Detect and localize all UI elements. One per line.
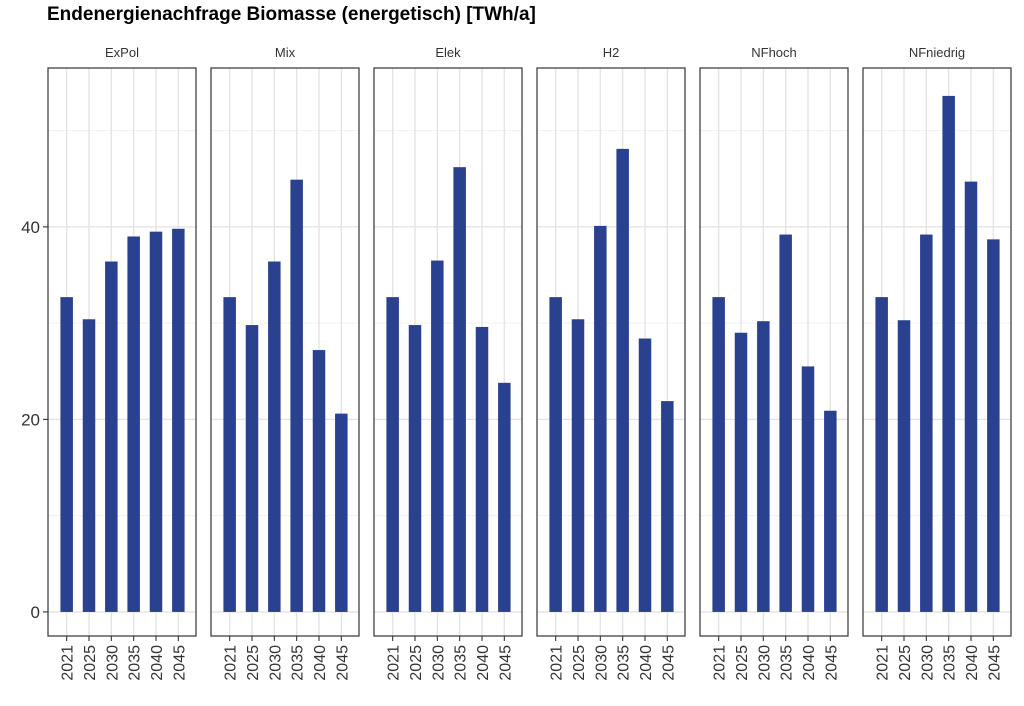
bar-expol-2035 (127, 236, 140, 612)
x-tick-label: 2040 (801, 645, 818, 681)
bar-elek-2025 (408, 325, 422, 612)
x-tick-label: 2045 (660, 645, 677, 681)
bar-nfniedrig-2035 (942, 95, 955, 612)
x-tick-label: 2040 (638, 645, 655, 681)
bar-mix-2025 (245, 325, 259, 612)
x-tick-label: 2040 (964, 645, 981, 681)
x-tick-label: 2035 (290, 645, 307, 681)
bar-elek-2021 (386, 297, 399, 612)
bar-h2-2040 (638, 338, 652, 612)
strip-label-nfniedrig: NFniedrig (909, 45, 965, 60)
x-tick-label: 2030 (267, 645, 284, 681)
x-tick-label: 2040 (149, 645, 166, 681)
bar-h2-2025 (571, 319, 585, 612)
x-tick-label: 2045 (334, 645, 351, 681)
x-tick-label: 2021 (386, 645, 403, 681)
bar-expol-2025 (82, 319, 96, 612)
strip-label-expol: ExPol (105, 45, 139, 60)
bar-mix-2035 (290, 179, 303, 612)
bar-elek-2045 (498, 382, 511, 612)
strip-label-h2: H2 (603, 45, 620, 60)
bar-nfniedrig-2040 (964, 181, 978, 612)
bar-nfniedrig-2021 (875, 297, 888, 612)
bar-h2-2035 (616, 148, 629, 612)
bar-nfhoch-2030 (757, 321, 770, 612)
x-tick-label: 2040 (312, 645, 329, 681)
x-tick-label: 2035 (127, 645, 144, 681)
bar-nfhoch-2045 (824, 410, 837, 612)
y-tick-label: 40 (21, 218, 40, 237)
x-tick-label: 2035 (942, 645, 959, 681)
y-tick-label: 20 (21, 410, 40, 429)
bar-mix-2021 (223, 297, 236, 612)
x-tick-label: 2040 (475, 645, 492, 681)
x-tick-label: 2025 (571, 645, 588, 681)
x-tick-label: 2025 (245, 645, 262, 681)
x-tick-label: 2021 (712, 645, 729, 681)
x-tick-label: 2045 (497, 645, 514, 681)
bar-nfniedrig-2030 (920, 234, 933, 612)
bar-nfniedrig-2045 (987, 239, 1000, 612)
bar-mix-2045 (335, 413, 348, 612)
x-tick-label: 2025 (408, 645, 425, 681)
bar-nfhoch-2040 (801, 366, 815, 612)
panel-border-mix (210, 67, 360, 637)
bar-nfhoch-2025 (734, 332, 748, 612)
x-tick-label: 2030 (593, 645, 610, 681)
x-tick-label: 2021 (549, 645, 566, 681)
panel-border-elek (373, 67, 523, 637)
strip-label-elek: Elek (435, 45, 461, 60)
chart-title: Endenergienachfrage Biomasse (energetisc… (47, 4, 536, 25)
x-tick-label: 2025 (897, 645, 914, 681)
x-tick-label: 2035 (616, 645, 633, 681)
x-tick-label: 2021 (60, 645, 77, 681)
x-tick-label: 2025 (82, 645, 99, 681)
strip-label-mix: Mix (275, 45, 296, 60)
panel-border-h2 (536, 67, 686, 637)
bar-h2-2030 (594, 225, 607, 612)
strip-label-nfhoch: NFhoch (751, 45, 797, 60)
x-tick-label: 2025 (734, 645, 751, 681)
bar-expol-2030 (105, 261, 118, 612)
x-tick-label: 2021 (875, 645, 892, 681)
x-tick-label: 2045 (171, 645, 188, 681)
x-tick-label: 2021 (223, 645, 240, 681)
bar-nfhoch-2021 (712, 297, 725, 612)
x-tick-label: 2035 (453, 645, 470, 681)
bar-mix-2040 (312, 350, 326, 612)
panel-border-expol (47, 67, 197, 637)
x-tick-label: 2030 (919, 645, 936, 681)
bar-expol-2040 (149, 231, 163, 612)
panel-border-nfniedrig (862, 67, 1012, 637)
bar-mix-2030 (268, 261, 281, 612)
y-tick-label: 0 (31, 603, 40, 622)
x-tick-label: 2030 (756, 645, 773, 681)
bar-elek-2030 (431, 260, 444, 612)
x-tick-label: 2035 (779, 645, 796, 681)
x-tick-label: 2045 (823, 645, 840, 681)
bar-expol-2045 (172, 228, 185, 612)
x-tick-label: 2030 (104, 645, 121, 681)
panel-border-nfhoch (699, 67, 849, 637)
bar-elek-2035 (453, 167, 466, 612)
bar-elek-2040 (475, 326, 489, 612)
x-tick-label: 2030 (430, 645, 447, 681)
bar-h2-2021 (549, 297, 562, 612)
bar-expol-2021 (60, 297, 73, 612)
bar-nfhoch-2035 (779, 234, 792, 612)
x-tick-label: 2045 (986, 645, 1003, 681)
bar-nfniedrig-2025 (897, 320, 911, 612)
bar-h2-2045 (661, 401, 674, 612)
